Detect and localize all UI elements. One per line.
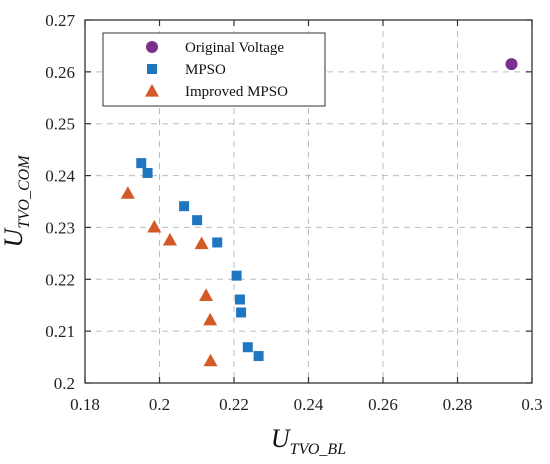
data-points [120, 58, 518, 367]
legend: Original Voltage MPSO Improved MPSO [102, 32, 326, 107]
data-point-improved-mpso [147, 219, 162, 233]
legend-label-original-voltage: Original Voltage [185, 40, 284, 56]
x-axis-label-main: U [271, 424, 292, 453]
legend-marker-original-voltage [146, 41, 158, 53]
data-point-mpso [236, 307, 247, 318]
legend-label-improved-mpso: Improved MPSO [185, 84, 288, 100]
y-tick-label: 0.27 [45, 11, 75, 30]
data-point-mpso [234, 294, 245, 305]
legend-entries: Original Voltage MPSO Improved MPSO [145, 40, 288, 100]
x-tick-label: 0.26 [368, 395, 398, 414]
data-point-original-voltage [505, 58, 518, 71]
legend-marker-improved-mpso [145, 84, 159, 97]
x-tick-label: 0.3 [521, 395, 542, 414]
data-point-mpso [242, 342, 253, 353]
y-axis-label: UTVO_COM [0, 154, 33, 248]
y-tick-label: 0.26 [45, 63, 75, 82]
legend-marker-mpso [147, 64, 157, 74]
y-tick-label: 0.22 [45, 270, 75, 289]
plot-frame [84, 19, 533, 384]
data-point-mpso [212, 237, 223, 248]
data-point-mpso [253, 351, 264, 362]
data-point-improved-mpso [194, 236, 209, 250]
x-tick-label: 0.2 [149, 395, 170, 414]
legend-label-mpso: MPSO [185, 62, 226, 78]
data-point-improved-mpso [162, 232, 177, 246]
y-axis-label-main: U [0, 227, 28, 248]
y-tick-label: 0.23 [45, 218, 75, 237]
data-point-improved-mpso [199, 288, 214, 301]
x-tick-label: 0.28 [443, 395, 473, 414]
data-point-improved-mpso [120, 186, 135, 199]
x-tick-label: 0.24 [294, 395, 324, 414]
x-tick-label: 0.22 [219, 395, 249, 414]
legend-box [102, 32, 326, 107]
x-axis-label-subscript: TVO_BL [290, 441, 347, 458]
data-point-improved-mpso [203, 312, 218, 326]
y-tick-label: 0.24 [45, 167, 75, 186]
y-tick-label: 0.21 [45, 322, 75, 341]
y-axis-label-subscript: TVO_COM [16, 154, 33, 229]
y-tick-label: 0.2 [54, 374, 75, 393]
data-point-mpso [142, 167, 153, 178]
y-tick-label: 0.25 [45, 115, 75, 134]
data-point-mpso [231, 270, 242, 281]
tick-labels: 0.18 0.2 0.22 0.24 0.26 0.28 0.3 0.2 0.21 0.22 0.2… [45, 11, 542, 414]
data-point-mpso [179, 201, 190, 212]
x-axis-label: UTVO_BL [271, 424, 346, 458]
data-point-improved-mpso [203, 353, 218, 367]
data-point-mpso [192, 215, 203, 226]
x-tick-label: 0.18 [70, 395, 100, 414]
data-point-mpso [136, 158, 147, 169]
